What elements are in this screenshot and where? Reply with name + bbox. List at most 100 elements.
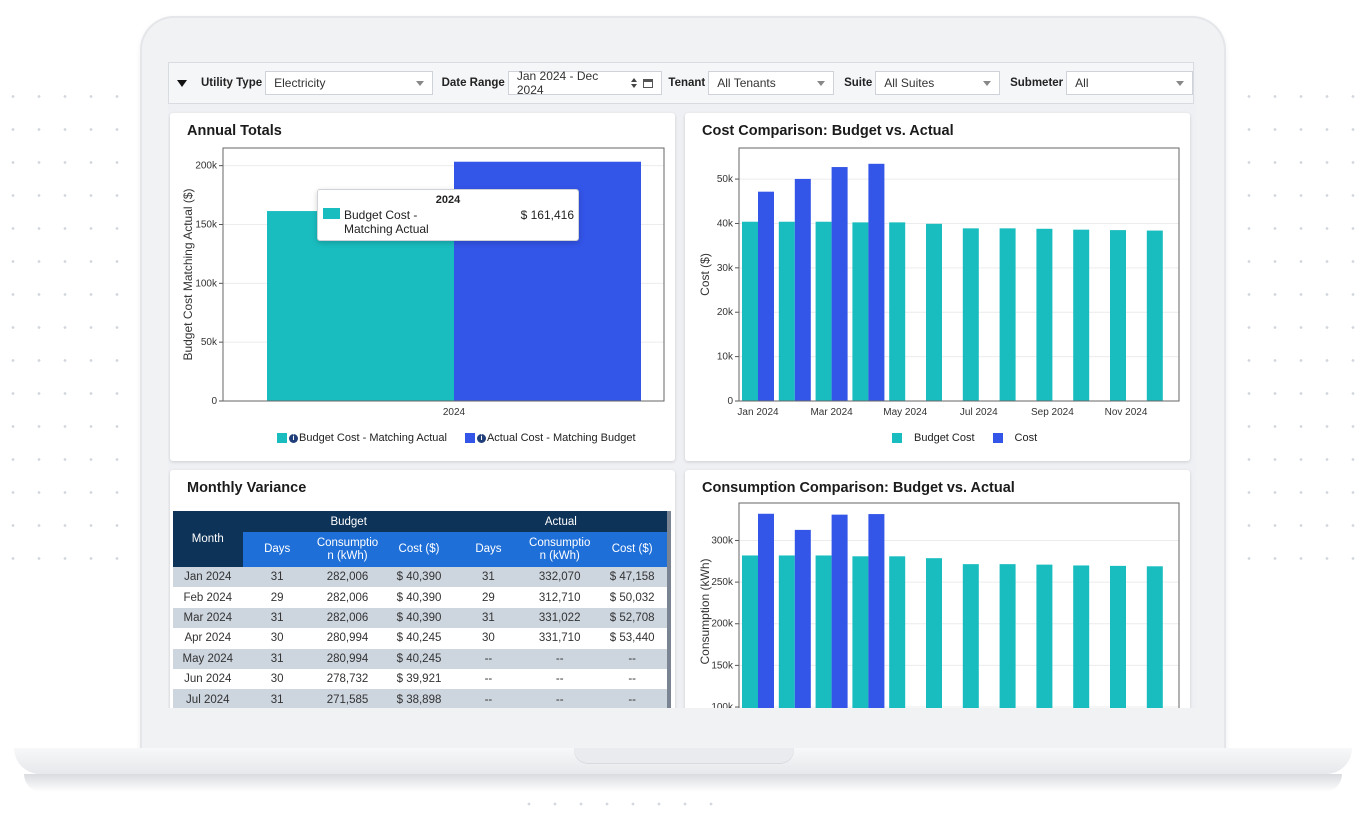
collapse-filters-icon[interactable] <box>177 79 187 87</box>
bar-budget <box>962 564 979 708</box>
table-row[interactable]: Feb 2024 29 282,006 $ 40,390 29 312,710 $ 50,0… <box>173 587 667 607</box>
table-cell: 31 <box>454 567 523 588</box>
bar-budget <box>742 221 758 401</box>
x-tick-label: Sep 2024 <box>1031 407 1074 418</box>
table-cell: 31 <box>454 607 523 629</box>
table-scrollbar[interactable] <box>667 511 671 708</box>
cost-comparison-panel: Cost Comparison: Budget vs. Actual 0 10k 2… <box>685 113 1190 461</box>
info-icon[interactable]: i <box>476 433 486 443</box>
table-cell: -- <box>597 648 667 669</box>
column-header-budget-consumption[interactable]: Consumptio n (kWh) <box>311 532 384 567</box>
submeter-value: All <box>1075 76 1089 90</box>
table-cell: -- <box>555 673 564 686</box>
bar-actual <box>868 514 885 708</box>
table-cell: 31 <box>242 607 312 629</box>
legend-item[interactable]: Budget Cost <box>914 432 975 444</box>
y-tick-label: 200k <box>711 619 734 630</box>
tooltip-label-line: Budget Cost - <box>344 208 418 222</box>
table-cell: Jan 2024 <box>173 567 243 588</box>
table-cell: 331,022 <box>522 607 598 629</box>
column-header-month[interactable]: Month <box>173 511 243 567</box>
chevron-down-icon <box>1176 80 1184 86</box>
column-header-actual-consumption[interactable]: Consumptio n (kWh) <box>522 532 598 567</box>
calendar-icon[interactable] <box>643 78 654 88</box>
info-icon[interactable]: i <box>289 433 298 443</box>
column-header-actual-days[interactable]: Days <box>454 532 523 567</box>
x-tick-label: Nov 2024 <box>1105 407 1148 418</box>
y-tick-label: 40k <box>717 218 734 229</box>
table-row[interactable]: Mar 2024 31 282,006 $ 40,390 31 331,022 $ 52,7… <box>173 607 667 629</box>
x-tick-label: Jul 2024 <box>960 407 998 418</box>
panel-title: Annual Totals <box>187 123 282 139</box>
background-dot-pattern <box>0 80 130 560</box>
y-tick-label: 20k <box>717 307 734 318</box>
table-cell: $ 47,158 <box>597 567 667 588</box>
variance-table: Month Budget Actual Days Consumptio n (kW… <box>173 511 667 708</box>
utility-type-select[interactable]: Electricity <box>265 71 433 95</box>
bar-actual <box>758 191 774 401</box>
spinner-icon[interactable] <box>631 78 638 88</box>
column-group-budget: Budget <box>242 511 455 532</box>
table-cell: -- <box>597 689 667 708</box>
column-header-actual-cost[interactable]: Cost ($) <box>597 532 667 567</box>
column-header-budget-cost[interactable]: Cost ($) <box>383 532 455 567</box>
tenant-select[interactable]: All Tenants <box>708 71 835 95</box>
table-cell: 30 <box>270 673 284 686</box>
plot-frame <box>738 502 1180 708</box>
consumption-comparison-panel: Consumption Comparison: Budget vs. Actua… <box>685 470 1190 708</box>
chevron-down-icon <box>983 80 992 86</box>
legend-item[interactable]: Cost <box>1014 432 1038 444</box>
table-row[interactable]: May 2024 31 280,994 $ 40,245 -- -- -- <box>173 648 667 669</box>
table-row[interactable]: Jul 2024 31 271,585 $ 38,898 -- -- -- <box>173 689 667 708</box>
legend-item[interactable]: Budget Cost - Matching Actual <box>299 432 447 444</box>
table-cell: $ 38,898 <box>383 689 455 708</box>
y-tick-label: 100k <box>195 278 218 289</box>
bar-budget <box>1110 230 1126 401</box>
suite-select[interactable]: All Suites <box>875 71 1001 95</box>
bar-actual <box>831 514 848 708</box>
bar-budget <box>267 211 454 401</box>
column-header-budget-days[interactable]: Days <box>242 532 312 567</box>
submeter-select[interactable]: All <box>1066 71 1193 95</box>
table-cell: -- <box>454 648 523 669</box>
bar-budget <box>815 555 832 708</box>
tooltip-label-line: Matching Actual <box>344 222 429 236</box>
legend-item[interactable]: Actual Cost - Matching Budget <box>486 432 636 444</box>
y-tick-label: 0 <box>211 396 217 407</box>
table-cell: $ 39,921 <box>396 673 442 686</box>
chart-tooltip: 2024 Budget Cost - Matching Actual $ 161… <box>317 189 579 241</box>
laptop-base-shadow <box>24 774 1342 792</box>
header-text: Consumptio <box>529 536 591 549</box>
bar-budget <box>926 223 942 401</box>
suite-value: All Suites <box>884 76 935 90</box>
table-row[interactable]: Apr 2024 30 280,994 $ 40,245 30 331,710 $ 53,4… <box>173 628 667 648</box>
table-cell: $ 40,245 <box>383 648 455 669</box>
y-tick-label: 50k <box>201 337 218 348</box>
bar-budget <box>889 556 906 708</box>
table-cell: 30 <box>270 632 284 645</box>
chevron-down-icon <box>415 80 424 86</box>
y-tick-label: 300k <box>711 535 734 546</box>
bar-budget <box>999 228 1016 401</box>
table-cell: 282,006 <box>326 591 369 604</box>
bar-actual <box>868 163 885 401</box>
column-group-actual: Actual <box>454 511 667 532</box>
bar-budget <box>1036 564 1053 708</box>
table-cell: 271,585 <box>311 689 384 708</box>
table-cell: Jul 2024 <box>173 689 243 708</box>
header-text: n (kWh) <box>539 549 580 562</box>
tooltip-value: $ 161,416 <box>520 208 574 222</box>
table-row[interactable]: Jun 2024 30 278,732 $ 39,921 -- -- -- <box>173 669 667 689</box>
y-tick-label: 200k <box>195 161 218 172</box>
legend-swatch <box>992 433 1003 443</box>
chart-legend: Budget Cost Cost <box>892 432 1037 444</box>
bar-actual <box>758 513 774 708</box>
table-cell: $ 40,245 <box>396 632 442 645</box>
plot-frame <box>738 147 1180 402</box>
table-cell: $ 52,708 <box>597 607 667 629</box>
table-row[interactable]: Jan 2024 31 282,006 $ 40,390 31 332,070 $ 47,1… <box>173 567 667 588</box>
bar-actual <box>794 529 811 708</box>
submeter-label: Submeter <box>1010 77 1064 89</box>
bar-budget <box>778 555 795 708</box>
date-range-input[interactable]: Jan 2024 - Dec 2024 <box>507 69 663 97</box>
